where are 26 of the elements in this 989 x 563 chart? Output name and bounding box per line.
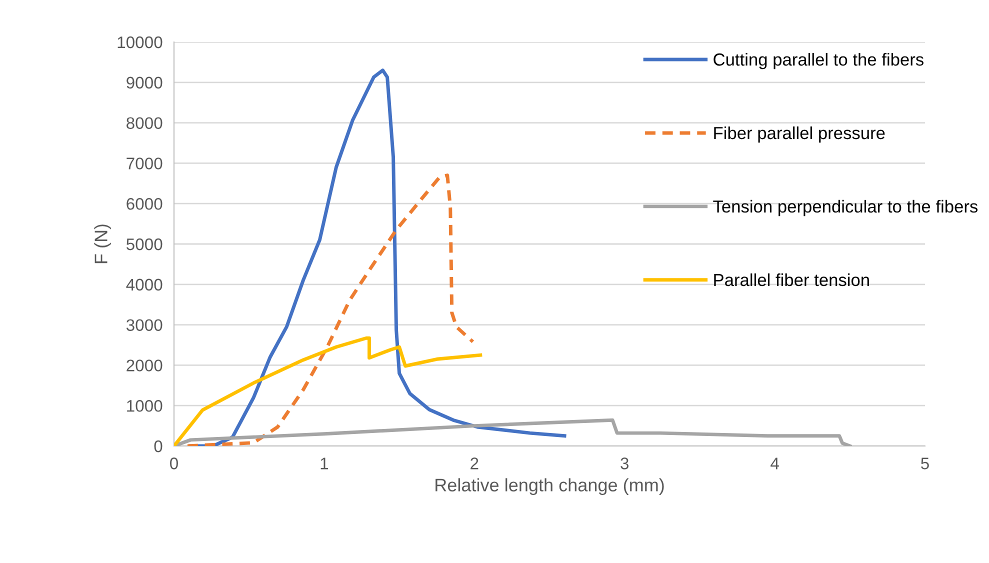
x-axis-title: Relative length change (mm) bbox=[436, 478, 664, 496]
legend-label: Fiber parallel pressure bbox=[714, 126, 885, 143]
legend-label: Parallel fiber tension bbox=[714, 273, 869, 286]
line-series bbox=[174, 418, 852, 446]
x-tick-label: 5 bbox=[921, 458, 929, 470]
y-tick-label: 2000 bbox=[126, 360, 162, 372]
y-tick-label: 3000 bbox=[126, 319, 162, 332]
x-tick-label: 2 bbox=[470, 458, 478, 470]
y-tick-label: 1000 bbox=[127, 400, 162, 412]
y-tick-label: 9000 bbox=[126, 76, 162, 89]
y-tick-label: 7000 bbox=[126, 158, 162, 170]
y-tick-label: 5000 bbox=[126, 238, 162, 250]
x-tick-label: 4 bbox=[770, 458, 779, 470]
y-axis-title: F (N) bbox=[94, 224, 111, 264]
y-tick-label: 6000 bbox=[126, 198, 162, 210]
y-tick-label: 0 bbox=[154, 440, 162, 452]
line-series bbox=[174, 336, 482, 446]
legend-label: Cutting parallel to the fibers bbox=[714, 52, 924, 70]
x-tick-label: 3 bbox=[620, 458, 628, 470]
legend-label: Tension perpendicular to the fibers bbox=[713, 200, 978, 216]
x-tick-label: 0 bbox=[170, 458, 178, 470]
x-tick-label: 1 bbox=[320, 458, 328, 470]
y-tick-label: 10000 bbox=[118, 36, 162, 48]
y-tick-label: 4000 bbox=[126, 278, 162, 291]
y-tick-label: 8000 bbox=[126, 117, 162, 130]
line-series bbox=[186, 174, 475, 446]
